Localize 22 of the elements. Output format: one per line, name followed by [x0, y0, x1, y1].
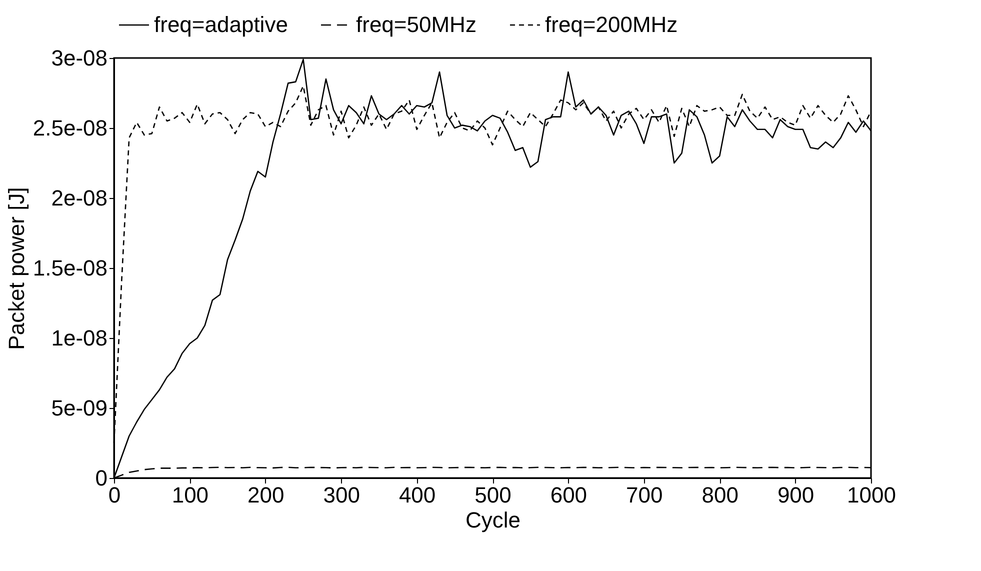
- legend-label: freq=adaptive: [154, 12, 288, 37]
- y-tick-label: 1e-08: [51, 326, 108, 350]
- x-tick-label: 600: [550, 482, 588, 508]
- y-tick-label: 0: [95, 466, 108, 490]
- x-tick-label: 900: [777, 482, 814, 508]
- y-tick-label: 5e-09: [51, 396, 108, 420]
- x-tick-label: 200: [248, 482, 284, 508]
- y-tick-label: 3e-08: [51, 46, 108, 70]
- x-tick-label: 700: [626, 482, 663, 508]
- legend-label: freq=200MHz: [545, 12, 678, 37]
- y-tick-label: 1.5e-08: [32, 256, 108, 280]
- x-tick-label: 100: [172, 482, 209, 508]
- x-tick-label: 800: [702, 482, 738, 508]
- x-tick-label: 1000: [847, 482, 896, 508]
- x-tick-label: 500: [474, 482, 512, 508]
- y-tick-label: 2.5e-08: [32, 116, 108, 140]
- x-axis-title: Cycle: [465, 508, 521, 532]
- x-tick-label: 300: [323, 482, 360, 508]
- legend-label: freq=50MHz: [356, 12, 476, 37]
- y-axis-title: Packet power [J]: [4, 187, 29, 350]
- y-tick-label: 2e-08: [51, 186, 108, 210]
- x-tick-label: 400: [398, 482, 436, 508]
